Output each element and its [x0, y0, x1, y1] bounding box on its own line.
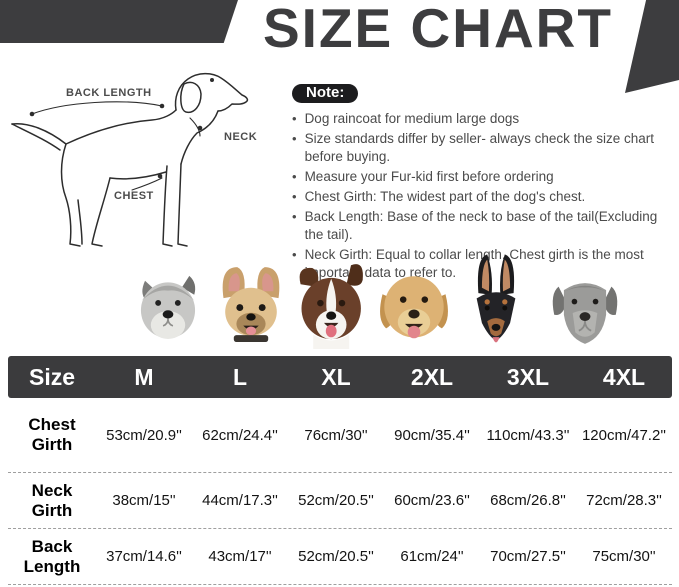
note-item: • Measure your Fur-kid first before order…: [292, 168, 678, 186]
header-cell-m: M: [134, 363, 154, 390]
header-cell-4xl: 4XL: [602, 363, 646, 390]
note-item: • Dog raincoat for medium large dogs: [292, 110, 678, 128]
cell-value: 52cm/20.5'': [298, 492, 374, 509]
cell-value: 37cm/14.6'': [106, 548, 182, 565]
bullet-icon: •: [292, 246, 297, 262]
bullet-icon: •: [292, 189, 297, 204]
table-row-chest-girth: Chest Girth 53cm/20.9'' 62cm/24.4'' 76cm…: [8, 398, 672, 473]
cell-value: 60cm/23.6'': [394, 492, 470, 509]
note-item: • Size standards differ by seller- always…: [292, 131, 654, 164]
dog-measurement-diagram: BACK LENGTH NECK CHEST: [11, 72, 257, 247]
note-item: • Back Length: Base of the neck to base o…: [292, 209, 658, 242]
row-label: Neck Girth: [31, 480, 73, 520]
cell-value: 110cm/43.3'': [486, 426, 570, 444]
table-row-neck-girth: Neck Girth 38cm/15'' 44cm/17.3'' 52cm/20…: [8, 473, 672, 529]
back-length-label: BACK LENGTH: [66, 87, 152, 99]
bullet-icon: •: [292, 131, 297, 147]
cell-value: 52cm/20.5'': [298, 548, 374, 565]
chest-label: CHEST: [114, 190, 154, 202]
back-length-end-dot: [159, 103, 165, 109]
dog-photo-border-collie: [299, 264, 363, 349]
cell-value: 90cm/35.4'': [394, 426, 470, 444]
cell-value: 68cm/26.8'': [490, 492, 566, 509]
bullet-icon: •: [292, 209, 297, 225]
cell-value: 44cm/17.3'': [202, 492, 278, 509]
dog-photo-doberman: [476, 254, 516, 343]
back-length-start-dot: [29, 111, 35, 117]
cell-value: 62cm/24.4'': [202, 426, 278, 444]
dog-photo-miniature-schnauzer: [140, 275, 196, 339]
cell-value: 72cm/28.3'': [586, 492, 662, 509]
header-cell-size: Size: [28, 363, 76, 390]
cell-value: 70cm/27.5'': [490, 548, 566, 565]
note-item: • Chest Girth: The widest part of the dog…: [292, 188, 678, 206]
cell-value: 43cm/17'': [208, 548, 272, 565]
row-label: Back Length: [23, 536, 81, 576]
note-pill: Note:: [292, 84, 359, 103]
head-dot: [210, 78, 214, 82]
dog-photo-great-dane: [552, 283, 618, 344]
chest-dot: [157, 173, 163, 179]
cell-value: 75cm/30'': [592, 548, 656, 565]
size-table: Size M L XL 2XL 3XL 4XL Chest Girth 53cm…: [8, 356, 672, 585]
page-title: SIZE CHART: [263, 0, 613, 59]
cell-value: 120cm/47.2'': [581, 426, 667, 444]
row-label: Chest Girth: [28, 415, 76, 454]
header-cell-2xl: 2XL: [410, 363, 454, 390]
cell-value: 76cm/30'': [304, 426, 368, 444]
note-item: • Neck Girth: Equal to collar length. Che…: [292, 246, 644, 280]
bullet-icon: •: [292, 168, 297, 184]
table-row-back-length: Back Length 37cm/14.6'' 43cm/17'' 52cm/2…: [8, 529, 672, 585]
cell-value: 61cm/24'': [400, 548, 464, 565]
dog-photo-french-bulldog: [222, 267, 280, 342]
banner-left-bar: [0, 0, 238, 43]
header-cell-xl: XL: [321, 363, 351, 390]
banner-right-bar: [625, 0, 679, 93]
dog-photo-golden-retriever: [380, 276, 448, 339]
header-cell-l: L: [232, 363, 248, 390]
header-cell-3xl: 3XL: [506, 363, 550, 390]
cell-value: 38cm/15'': [112, 492, 176, 509]
note-section: Note: • Dog raincoat for medium large dog…: [292, 84, 678, 283]
note-list: • Dog raincoat for medium large dogs • Siz…: [292, 110, 678, 281]
neck-label: NECK: [224, 131, 257, 143]
bullet-icon: •: [292, 111, 297, 126]
size-table-header: Size M L XL 2XL 3XL 4XL: [8, 356, 672, 398]
neck-dot: [197, 125, 203, 131]
cell-value: 53cm/20.9'': [106, 426, 182, 444]
